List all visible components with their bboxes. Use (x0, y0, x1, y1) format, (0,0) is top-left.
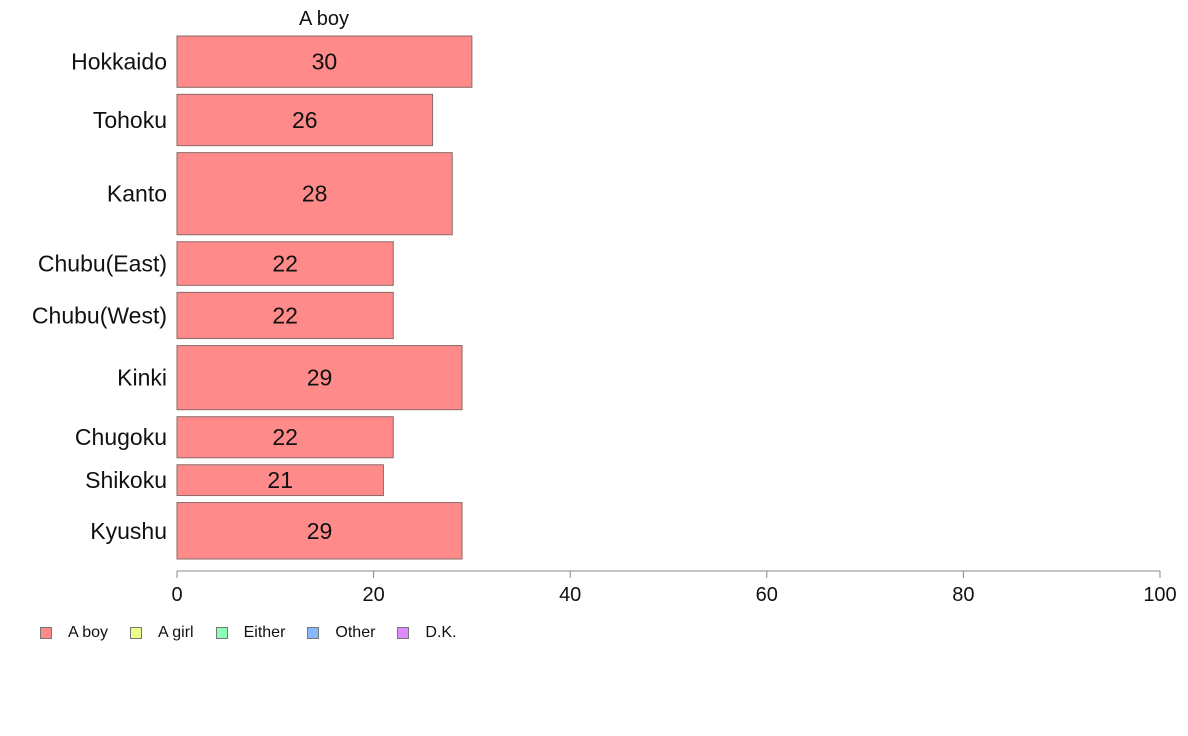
legend: A boy A girl Either Other D.K. (40, 624, 479, 642)
legend-swatch (40, 627, 52, 639)
chart-title: A boy (299, 8, 349, 30)
legend-item: Other (307, 624, 375, 642)
data-label: 21 (267, 467, 293, 493)
category-label: Kinki (117, 365, 167, 391)
x-tick-label: 60 (756, 584, 778, 606)
category-label: Chubu(East) (38, 251, 167, 277)
data-label: 22 (272, 302, 298, 328)
bar-shikoku (176, 464, 384, 497)
bars-group: 30 26 28 22 22 29 22 21 29 (176, 35, 473, 560)
legend-swatch (215, 627, 228, 639)
legend-item: A girl (130, 624, 194, 642)
bar-kyushu (176, 502, 463, 560)
data-label: 22 (272, 251, 298, 277)
bar-chubu-east- (176, 241, 394, 286)
legend-item: Either (215, 624, 286, 642)
x-axis: 0 20 40 60 80 100 (171, 570, 1177, 606)
legend-label: A boy (68, 624, 109, 641)
category-label: Shikoku (85, 467, 167, 493)
x-tick-label: 0 (171, 584, 182, 606)
data-label: 22 (272, 424, 298, 450)
legend-item: A boy (40, 624, 108, 642)
x-tick-label: 20 (362, 584, 384, 606)
category-label: Chubu(West) (32, 302, 167, 328)
legend-swatch (397, 627, 410, 639)
bar-chugoku (176, 416, 394, 459)
data-label: 29 (307, 365, 333, 391)
bar-kanto (176, 152, 453, 236)
category-label: Kanto (107, 181, 167, 207)
x-tick-label: 80 (952, 584, 974, 606)
category-label: Tohoku (93, 107, 167, 133)
x-tick-label: 40 (559, 584, 581, 606)
category-label: Kyushu (90, 518, 167, 544)
data-label: 30 (312, 49, 338, 75)
legend-label: A girl (158, 624, 194, 641)
category-label: Hokkaido (71, 49, 167, 75)
legend-label: D.K. (425, 624, 457, 641)
category-label: Chugoku (75, 424, 167, 450)
legend-swatch (307, 627, 320, 639)
bar-tohoku (176, 93, 434, 147)
legend-swatch (130, 627, 143, 639)
data-label: 28 (302, 181, 328, 207)
category-labels: Hokkaido Tohoku Kanto Chubu(East) Chubu(West… (32, 49, 167, 544)
legend-label: Either (243, 624, 286, 641)
bar-kinki (176, 345, 463, 411)
bar-chubu-west- (176, 291, 394, 340)
data-label: 26 (292, 107, 318, 133)
bar-hokkaido (176, 35, 473, 88)
x-tick-label: 100 (1143, 584, 1176, 606)
legend-label: Other (335, 624, 376, 641)
legend-item: D.K. (397, 624, 457, 642)
data-label: 29 (307, 518, 333, 544)
